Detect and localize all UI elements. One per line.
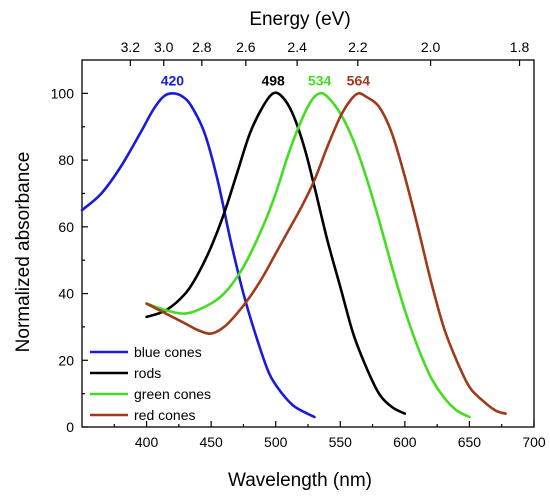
peak-label-red-cones: 564 [347, 72, 371, 88]
top-tick-label: 2.2 [348, 39, 368, 55]
y-tick-label: 60 [58, 219, 74, 235]
x-tick-label: 700 [522, 434, 546, 450]
legend-label-green-cones: green cones [134, 386, 211, 402]
y-axis-title: Normalized absorbance [13, 152, 34, 353]
top-tick-label: 1.8 [510, 39, 530, 55]
axis-ticks: 400 450 500 550 600 650 700 0 20 40 60 80 100 3.2 3.0 2… [51, 39, 546, 450]
y-tick-label: 40 [58, 286, 74, 302]
legend-label-red-cones: red cones [134, 407, 195, 423]
y-tick-label: 20 [58, 352, 74, 368]
curve-red-cones [145, 91, 507, 415]
x-axis-title: Wavelength (nm) [228, 470, 372, 491]
peak-label-green-cones: 534 [308, 72, 332, 88]
top-tick-label: 3.0 [154, 39, 174, 55]
x-tick-label: 550 [329, 434, 353, 450]
legend-label-rods: rods [134, 365, 161, 381]
x-tick-label: 600 [393, 434, 417, 450]
series-curves [80, 91, 507, 419]
x-tick-label: 450 [199, 434, 223, 450]
top-tick-label: 3.2 [121, 39, 141, 55]
curve-green-cones [145, 91, 471, 419]
x-tick-label: 650 [458, 434, 482, 450]
peak-labels: 420 498 534 564 [161, 72, 371, 88]
y-tick-label: 80 [58, 152, 74, 168]
top-axis-title: Energy (eV) [249, 9, 350, 30]
top-tick-label: 2.0 [421, 39, 441, 55]
top-tick-label: 2.8 [192, 39, 212, 55]
top-tick-label: 2.6 [236, 39, 256, 55]
x-tick-label: 500 [264, 434, 288, 450]
legend: blue cones rods green cones red cones [90, 344, 211, 423]
curve-blue-cones [80, 92, 316, 419]
x-tick-label: 400 [135, 434, 159, 450]
top-tick-label: 2.4 [287, 39, 307, 55]
y-tick-label: 0 [66, 419, 74, 435]
legend-label-blue-cones: blue cones [134, 344, 202, 360]
y-tick-label: 100 [51, 85, 75, 101]
peak-label-blue-cones: 420 [161, 72, 185, 88]
peak-label-rods: 498 [261, 72, 285, 88]
curve-rods [145, 91, 407, 415]
